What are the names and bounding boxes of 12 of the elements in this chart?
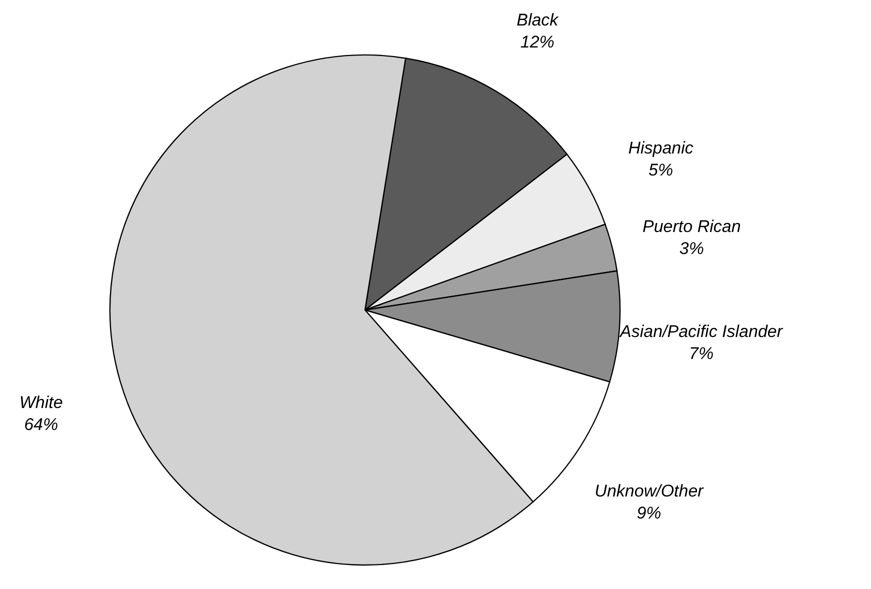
data-label: 5% [648, 160, 674, 180]
slice-label: Asian/Pacific Islander [619, 322, 784, 342]
slice-label: Puerto Rican [642, 217, 741, 236]
data-label: 64% [24, 415, 58, 434]
data-label: 12% [520, 32, 554, 52]
data-label: 7% [688, 344, 714, 364]
slice-label: Unknow/Other [594, 481, 705, 500]
slice-label: White [19, 393, 63, 412]
data-label: 9% [636, 503, 662, 522]
data-label: 3% [679, 239, 704, 258]
slice-label: Black [516, 10, 560, 30]
slice-label: Hispanic [628, 138, 694, 158]
